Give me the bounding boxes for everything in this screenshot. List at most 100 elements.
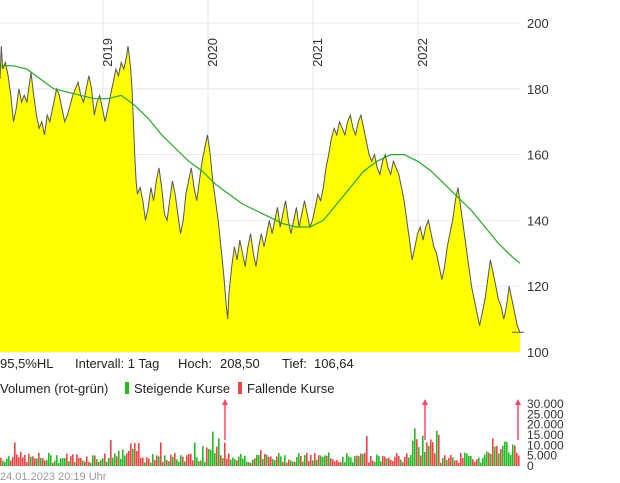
volume-bar: [232, 457, 234, 466]
volume-bar: [314, 453, 316, 466]
volume-bar: [356, 455, 358, 466]
volume-bar: [294, 461, 296, 466]
volume-bar: [134, 442, 136, 466]
volume-bar: [176, 459, 178, 466]
volume-bar: [422, 435, 424, 466]
volume-bar: [84, 461, 86, 466]
volume-bar: [348, 456, 350, 466]
scale-label: 95,5%HL: [0, 356, 53, 371]
volume-bar: [320, 455, 322, 466]
volume-bar: [164, 455, 166, 466]
volume-tick-label: 10.000: [527, 438, 564, 452]
volume-tick-label: 0: [527, 459, 534, 473]
volume-bar: [328, 452, 330, 466]
volume-bar: [166, 460, 168, 466]
volume-bar: [120, 458, 122, 466]
high-label: Hoch:: [178, 356, 212, 371]
volume-bar: [86, 456, 88, 466]
volume-bar: [510, 454, 512, 466]
volume-bar: [342, 456, 344, 466]
volume-bar: [482, 457, 484, 466]
volume-bar: [54, 460, 56, 466]
volume-bar: [448, 457, 450, 466]
price-area: [0, 46, 520, 352]
volume-bar: [240, 454, 242, 466]
falling-swatch: [238, 382, 242, 394]
volume-bar: [204, 461, 206, 466]
volume-bar: [354, 456, 356, 466]
volume-tick-label: 30.000: [527, 397, 564, 411]
volume-bar: [26, 462, 28, 466]
volume-spike-marker: [222, 399, 228, 405]
volume-bar: [10, 460, 12, 466]
volume-bar: [300, 456, 302, 466]
volume-bar: [66, 453, 68, 466]
volume-bar: [496, 446, 498, 466]
volume-bar: [196, 457, 198, 466]
volume-bar: [244, 455, 246, 466]
volume-bar: [22, 457, 24, 466]
falling-label: Fallende Kurse: [247, 381, 334, 396]
year-label: 2022: [415, 38, 430, 67]
volume-bar: [8, 456, 10, 466]
volume-bar: [116, 456, 118, 466]
volume-bar: [82, 460, 84, 466]
volume-bar: [310, 454, 312, 466]
volume-bar: [452, 457, 454, 466]
volume-bar: [280, 456, 282, 466]
volume-bar: [198, 461, 200, 466]
volume-bar: [340, 462, 342, 466]
volume-bar: [302, 461, 304, 466]
volume-bar: [80, 457, 82, 466]
volume-bar: [330, 458, 332, 466]
volume-bar: [508, 452, 510, 466]
volume-bar: [256, 454, 258, 466]
volume-bar: [458, 462, 460, 466]
volume-spike-marker: [515, 399, 521, 405]
volume-bar: [156, 455, 158, 466]
volume-bar: [112, 457, 114, 466]
volume-bar: [480, 462, 482, 466]
volume-bar: [68, 461, 70, 466]
volume-bar: [88, 461, 90, 466]
volume-bar: [462, 458, 464, 466]
volume-bar: [136, 451, 138, 466]
volume-bar: [16, 454, 18, 466]
volume-bar: [250, 462, 252, 466]
volume-bar: [110, 439, 112, 466]
volume-bar: [516, 452, 518, 466]
price-tick-label: 200: [527, 16, 549, 31]
volume-bar: [154, 460, 156, 466]
volume-bar: [450, 455, 452, 466]
volume-bar: [138, 443, 140, 466]
volume-bar: [272, 459, 274, 466]
volume-bar: [106, 461, 108, 466]
volume-bar: [372, 460, 374, 466]
volume-bar: [362, 453, 364, 466]
volume-bar: [326, 455, 328, 466]
volume-bar: [128, 451, 130, 466]
volume-bar: [476, 459, 478, 466]
volume-bar: [108, 457, 110, 466]
volume-bar: [390, 459, 392, 466]
volume-bar: [284, 455, 286, 466]
volume-bar: [238, 456, 240, 466]
volume-bar: [46, 460, 48, 466]
volume-bar: [186, 455, 188, 466]
volume-tick-label: 15.000: [527, 428, 564, 442]
volume-bar: [98, 462, 100, 466]
volume-bar: [264, 453, 266, 466]
volume-bar: [490, 453, 492, 466]
price-tick-label: 160: [527, 148, 549, 163]
volume-bar: [350, 457, 352, 466]
volume-bar: [274, 460, 276, 466]
volume-bar: [454, 460, 456, 466]
volume-bar: [394, 456, 396, 466]
volume-bar: [322, 457, 324, 466]
volume-bar: [4, 462, 6, 466]
volume-bar: [424, 451, 426, 466]
volume-bar: [94, 455, 96, 466]
volume-bar: [290, 460, 292, 466]
volume-bar: [472, 459, 474, 466]
